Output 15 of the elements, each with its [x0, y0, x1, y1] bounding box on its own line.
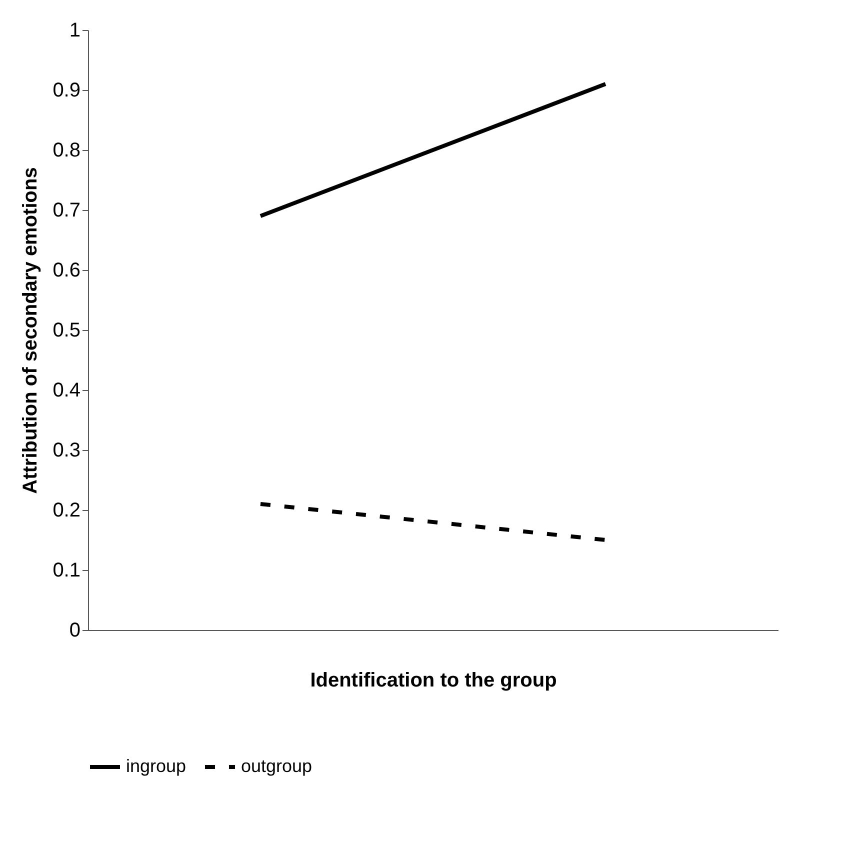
y-axis-title: Attribution of secondary emotions: [20, 167, 42, 494]
y-tick-label: 0.6: [52, 260, 80, 282]
y-tick-label: 0.4: [52, 380, 80, 402]
y-tick-label: 0.8: [52, 140, 80, 162]
legend-label: outgroup: [241, 756, 312, 776]
legend-label: ingroup: [126, 756, 186, 776]
y-tick-label: 0.7: [52, 200, 80, 222]
x-axis-title: Identification to the group: [310, 670, 557, 692]
y-tick-label: 0.3: [52, 440, 80, 462]
y-tick-label: 0.1: [52, 560, 80, 582]
y-tick-label: 0.9: [52, 80, 80, 102]
y-tick-label: 0.2: [52, 500, 80, 522]
y-tick-label: 0.5: [52, 320, 80, 342]
y-tick-label: 1: [69, 20, 80, 42]
y-tick-label: 0: [69, 620, 80, 642]
